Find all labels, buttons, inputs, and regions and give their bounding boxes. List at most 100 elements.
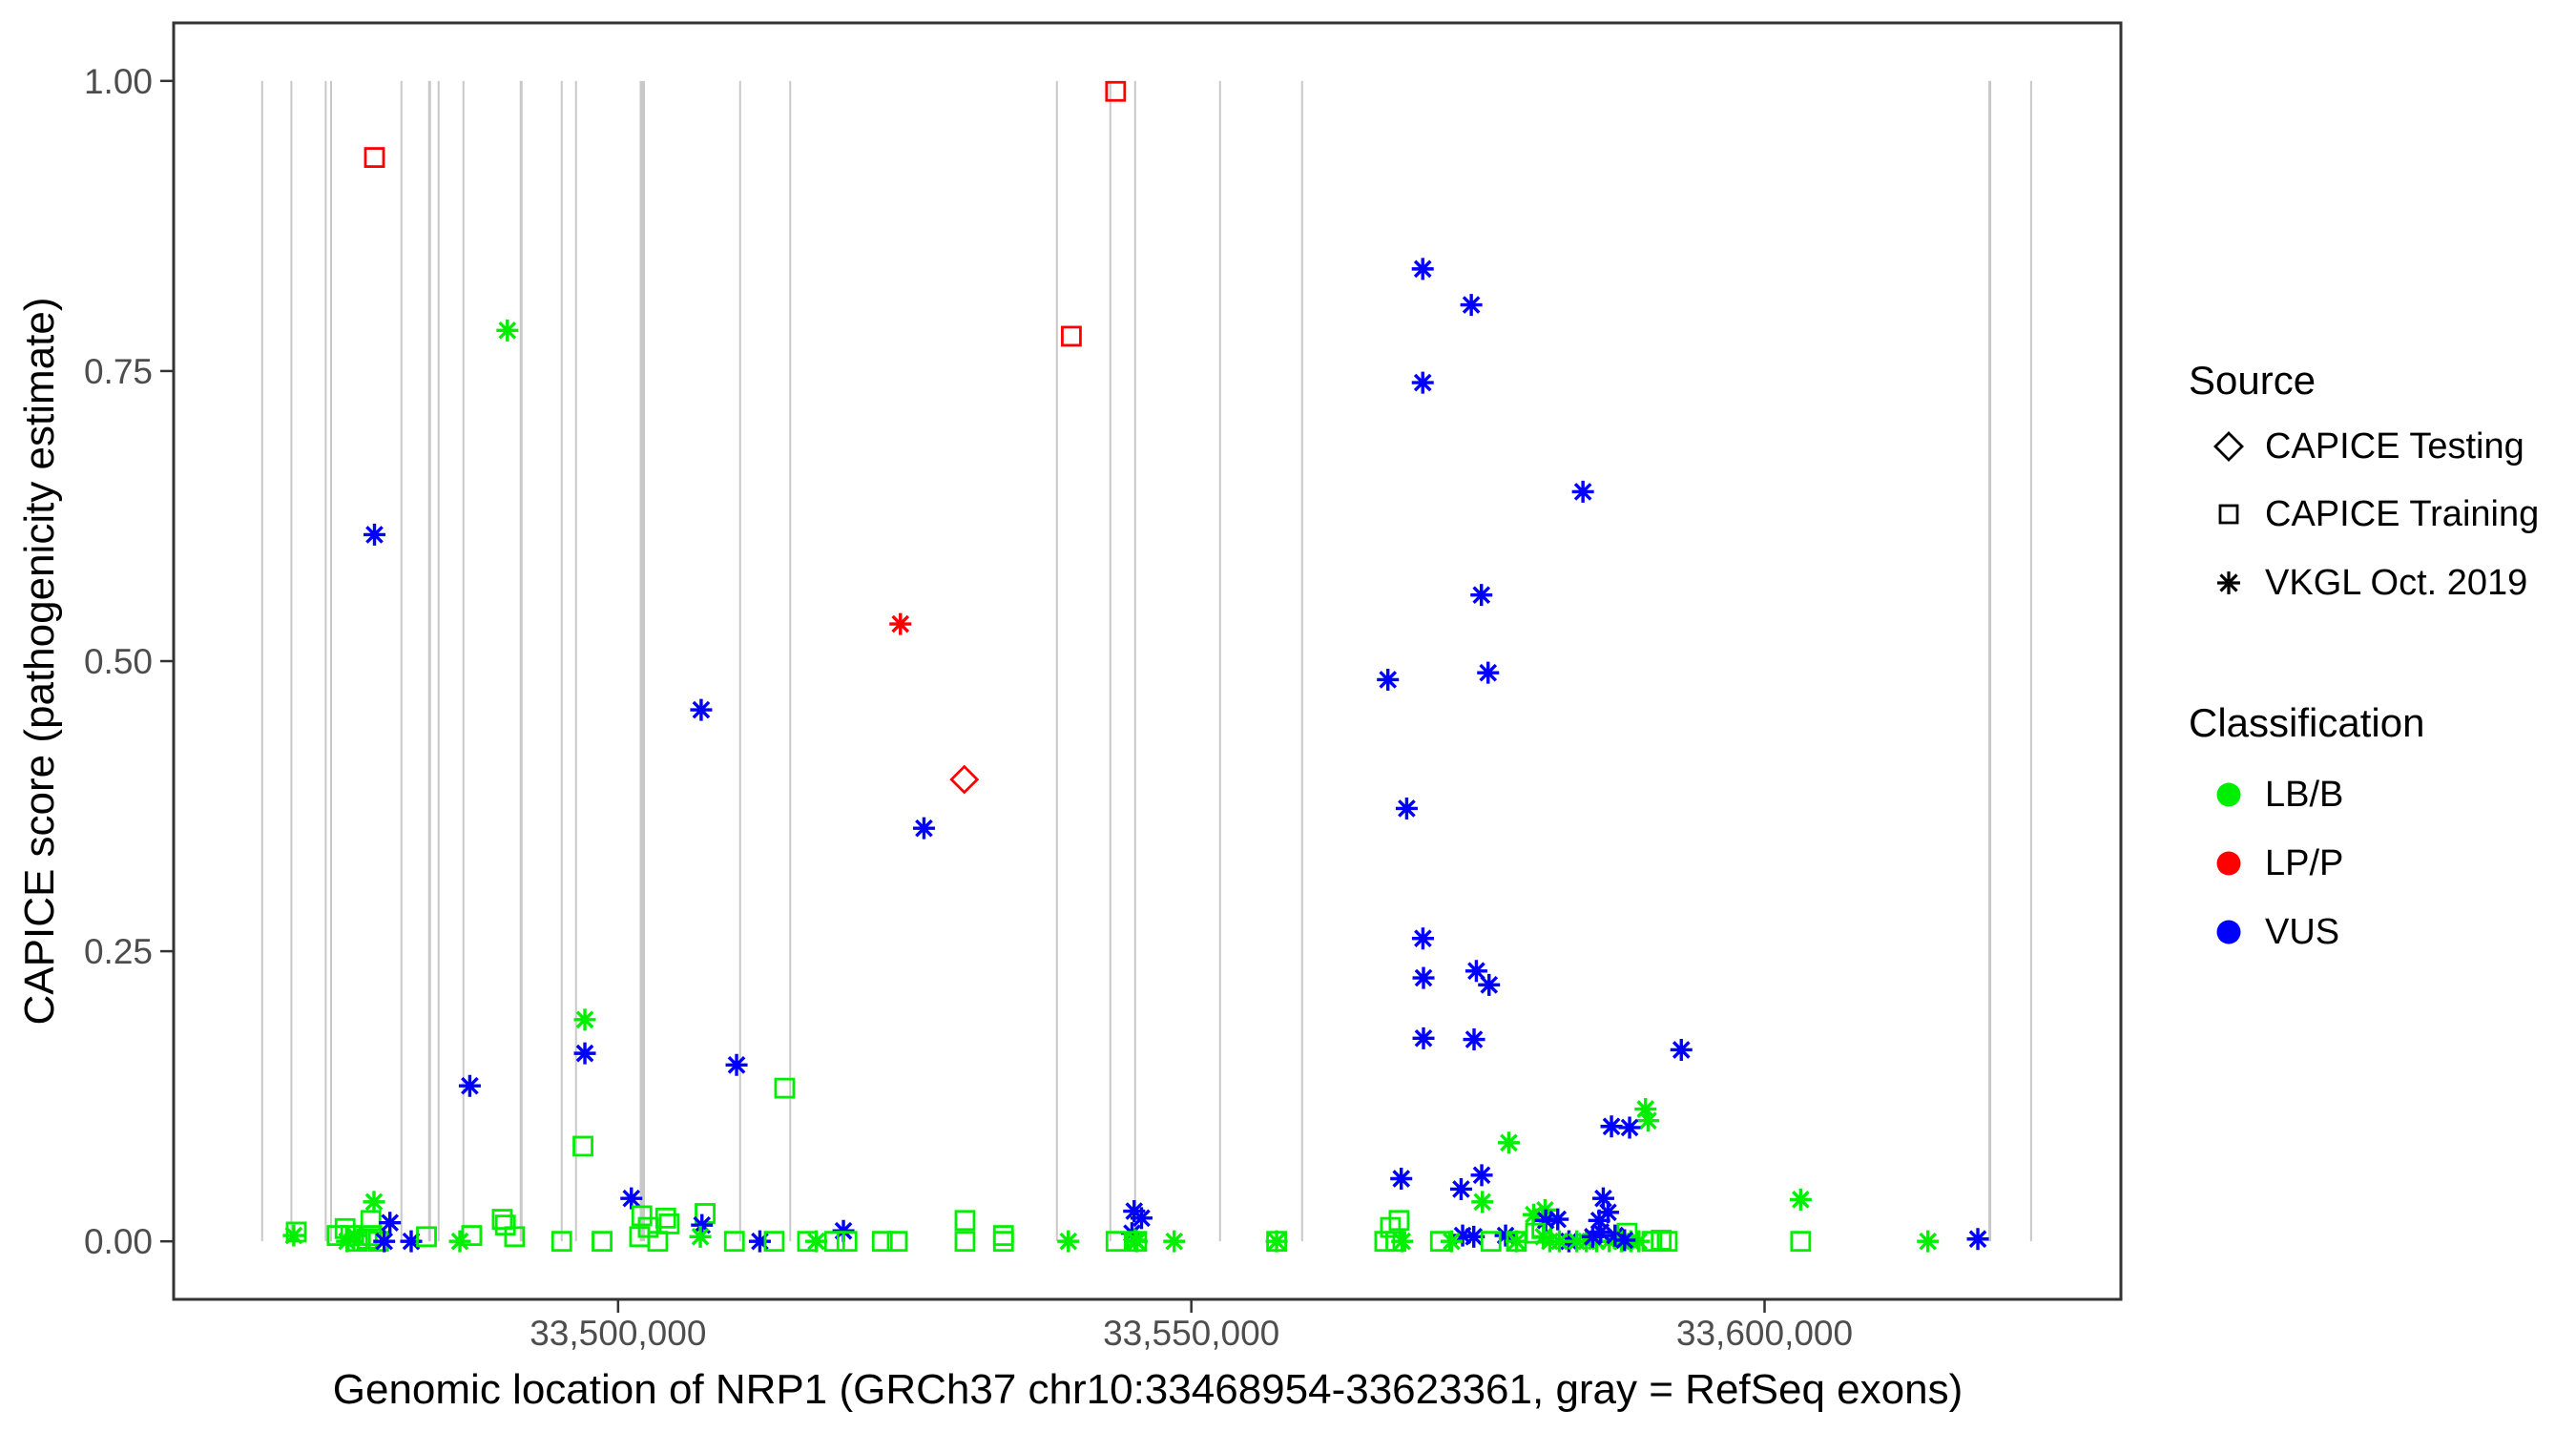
vkgl-asterisk-marker xyxy=(1440,1230,1463,1253)
capice-training-square-marker xyxy=(504,1226,526,1248)
vkgl-asterisk-marker xyxy=(1465,960,1487,983)
x-tick-label: 33,500,000 xyxy=(530,1314,706,1353)
legend-item-lpp: LP/P xyxy=(2202,840,2343,887)
legend-classification-title: Classification xyxy=(2189,700,2425,745)
capice-training-square-marker xyxy=(360,1210,382,1232)
capice-training-square-marker xyxy=(1790,1231,1812,1253)
vkgl-asterisk-marker xyxy=(400,1230,423,1253)
square-icon xyxy=(2218,504,2239,525)
vkgl-asterisk-marker xyxy=(1391,1230,1414,1253)
vkgl-asterisk-marker xyxy=(1494,1224,1517,1247)
legend-item-vus: VUS xyxy=(2202,908,2339,956)
vkgl-asterisk-marker xyxy=(1390,1168,1413,1190)
vkgl-asterisk-marker xyxy=(1471,1191,1494,1213)
capice-training-square-marker xyxy=(954,1231,976,1253)
y-tick-label: 0.75 xyxy=(84,352,153,391)
capice-training-square-marker xyxy=(491,1209,513,1230)
vkgl-asterisk-marker xyxy=(364,523,386,546)
y-axis-title: CAPICE score (pathogenicity estimate) xyxy=(16,297,63,1026)
vkgl-asterisk-marker xyxy=(448,1230,471,1253)
legend-item-label: CAPICE Training xyxy=(2265,493,2540,534)
y-tick-label: 0.00 xyxy=(84,1222,153,1261)
legend-item-label: VUS xyxy=(2265,911,2340,952)
vkgl-asterisk-marker xyxy=(1618,1116,1641,1139)
vkgl-asterisk-marker xyxy=(573,1042,596,1065)
vkgl-asterisk-marker xyxy=(1451,1224,1474,1247)
panel-border xyxy=(172,21,2123,1301)
legend-item-label: VKGL Oct. 2019 xyxy=(2265,562,2528,603)
capice-training-square-marker xyxy=(647,1231,669,1253)
capice-training-square-marker xyxy=(551,1231,572,1253)
vkgl-asterisk-marker xyxy=(1534,1209,1557,1232)
vkgl-asterisk-marker xyxy=(1581,1225,1604,1248)
capice-training-square-marker xyxy=(886,1231,908,1253)
y-tick-label: 0.50 xyxy=(84,642,153,681)
diamond-icon xyxy=(2213,431,2244,462)
vkgl-asterisk-marker xyxy=(343,1224,366,1247)
capice-training-square-marker xyxy=(592,1231,613,1253)
capice-training-square-marker xyxy=(364,147,385,168)
legend-item-label: LP/P xyxy=(2265,842,2344,883)
vkgl-asterisk-marker xyxy=(1460,294,1483,317)
vkgl-asterisk-marker xyxy=(1130,1207,1153,1230)
vkgl-asterisk-marker xyxy=(725,1053,748,1076)
vkgl-asterisk-marker xyxy=(373,1230,396,1253)
capice-training-square-marker xyxy=(1061,325,1082,347)
vkgl-asterisk-marker xyxy=(1588,1209,1610,1232)
legend-source-title: Source xyxy=(2189,358,2316,403)
capice-training-square-marker xyxy=(723,1231,745,1253)
vkgl-asterisk-marker xyxy=(1548,1230,1570,1253)
capice-training-square-marker xyxy=(1388,1210,1410,1232)
capice-training-square-marker xyxy=(658,1213,680,1234)
vkgl-asterisk-marker xyxy=(1497,1131,1520,1154)
capice-training-square-marker xyxy=(1656,1231,1678,1253)
legend-item-label: LB/B xyxy=(2265,774,2344,815)
vkgl-asterisk-marker xyxy=(1265,1230,1288,1253)
vkgl-asterisk-marker xyxy=(1505,1230,1527,1253)
vkgl-asterisk-marker xyxy=(1547,1208,1569,1231)
capice-training-square-marker xyxy=(1525,1222,1547,1244)
capice-training-square-marker xyxy=(774,1077,796,1099)
vkgl-asterisk-marker xyxy=(689,1225,712,1248)
vkgl-asterisk-marker xyxy=(912,817,935,840)
x-axis-title: Genomic location of NRP1 (GRCh37 chr10:3… xyxy=(332,1366,1963,1413)
green-dot-icon xyxy=(2216,782,2241,807)
vkgl-asterisk-marker xyxy=(1395,797,1418,819)
capice-training-square-marker xyxy=(954,1210,976,1232)
vkgl-asterisk-marker xyxy=(496,319,519,342)
vkgl-asterisk-marker xyxy=(1412,966,1435,989)
capice-testing-diamond-marker xyxy=(949,764,980,795)
vkgl-asterisk-marker xyxy=(691,1213,714,1236)
red-dot-icon xyxy=(2216,851,2241,876)
vkgl-asterisk-marker xyxy=(690,698,713,721)
capice-training-square-marker xyxy=(572,1135,593,1157)
vkgl-asterisk-marker xyxy=(1613,1229,1636,1252)
vkgl-asterisk-marker xyxy=(1634,1098,1657,1121)
legend-item-capice-training: CAPICE Training xyxy=(2202,490,2539,538)
vkgl-asterisk-marker xyxy=(379,1212,402,1234)
legend-item-vkgl: VKGL Oct. 2019 xyxy=(2202,559,2527,607)
legend-item-lbb: LB/B xyxy=(2202,771,2343,819)
asterisk-icon xyxy=(2217,571,2240,594)
y-tick-label: 0.25 xyxy=(84,932,153,971)
capice-training-square-marker xyxy=(654,1207,676,1229)
legend-item-label: CAPICE Testing xyxy=(2265,425,2524,467)
vkgl-asterisk-marker xyxy=(1463,1028,1485,1051)
capice-training-square-marker xyxy=(416,1226,437,1248)
vkgl-asterisk-marker xyxy=(1411,927,1434,950)
capice-training-square-marker xyxy=(823,1231,845,1253)
vkgl-asterisk-marker xyxy=(748,1230,771,1253)
vkgl-asterisk-marker xyxy=(889,612,912,635)
capice-training-square-marker xyxy=(1105,1231,1127,1253)
vkgl-asterisk-marker xyxy=(1628,1230,1651,1253)
vkgl-asterisk-marker xyxy=(1789,1188,1812,1211)
vkgl-asterisk-marker xyxy=(1966,1228,1989,1251)
vkgl-asterisk-marker xyxy=(1470,1164,1493,1187)
vkgl-asterisk-marker xyxy=(1522,1203,1545,1226)
capice-training-square-marker xyxy=(871,1231,893,1253)
capice-training-square-marker xyxy=(763,1231,785,1253)
vkgl-asterisk-marker xyxy=(1463,1225,1485,1248)
vkgl-asterisk-marker xyxy=(1589,1220,1612,1243)
vkgl-asterisk-marker xyxy=(804,1230,827,1253)
